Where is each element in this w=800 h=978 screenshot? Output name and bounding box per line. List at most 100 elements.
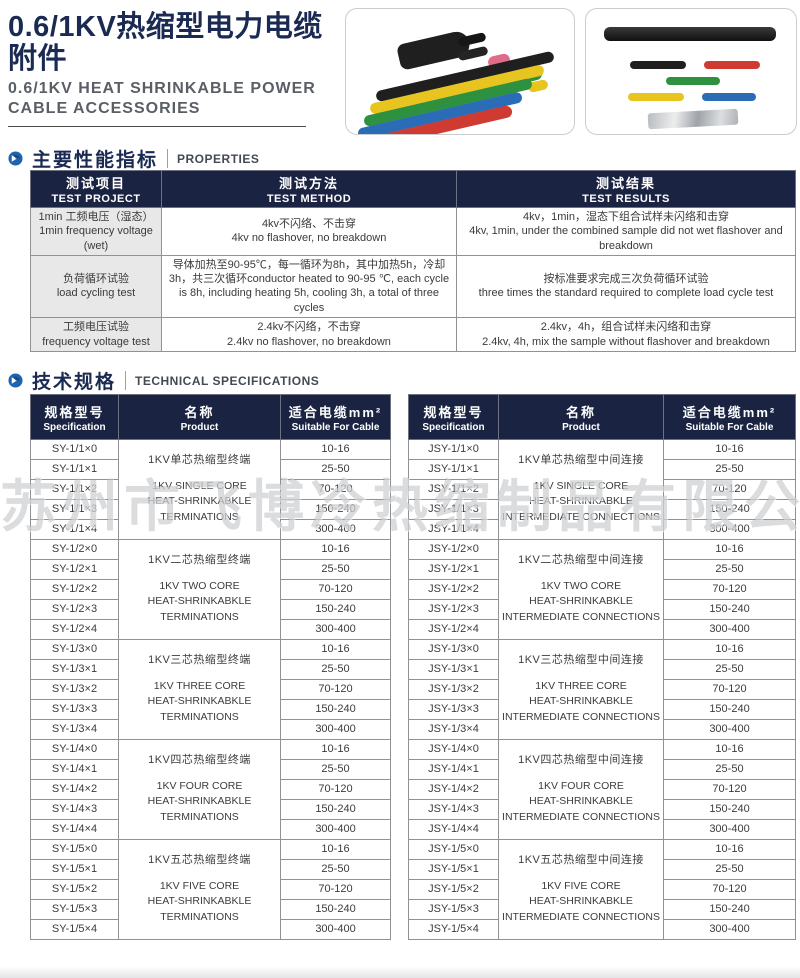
model-cell: SY-1/5×1 [30,859,119,880]
model-cell: SY-1/5×0 [30,839,119,860]
section-title-en: PROPERTIES [177,151,260,166]
model-cell: JSY-1/2×2 [408,579,499,600]
cable-size-cell: 25-50 [280,459,391,480]
model-cell: JSY-1/1×0 [408,439,499,460]
product-name-cn: 1KV单芯热缩型终端 [148,454,251,467]
spec-row: JSY-1/2×0 1KV二芯热缩型中间连接 1KV TWO CORE HEAT-SH… [408,539,796,640]
cable-size-cell: 150-240 [280,899,391,920]
model-cell: SY-1/1×4 [30,519,119,540]
model-cell: SY-1/4×3 [30,799,119,820]
model-cell: JSY-1/1×3 [408,499,499,520]
col-product: 名称 Product [118,394,281,440]
spec-row: SY-1/4×0 1KV四芯热缩型终端 1KV FOUR CORE HEAT-SHRI… [30,739,391,840]
spec-header-row: 规格型号 Specification 名称 Product 适合电缆mm² Su… [408,394,796,440]
product-cell: 1KV二芯热缩型中间连接 1KV TWO CORE HEAT-SHRINKABKLE… [498,539,664,640]
spec-row: SY-1/4×3 150-240 [30,799,391,820]
product-name-cn: 1KV二芯热缩型终端 [148,554,251,567]
spec-row: JSY-1/3×1 25-50 [408,659,796,680]
spec-row: SY-1/2×0 1KV二芯热缩型终端 1KV TWO CORE HEAT-SHRIN… [30,539,391,640]
cable-size-cell: 300-400 [663,519,796,540]
spec-row: JSY-1/5×1 25-50 [408,859,796,880]
model-cell: JSY-1/3×2 [408,679,499,700]
cable-size-cell: 150-240 [280,599,391,620]
product-name-cn: 1KV四芯热缩型终端 [148,754,251,767]
spec-row: SY-1/5×4 300-400 [30,919,391,940]
cable-size-cell: 25-50 [663,659,796,680]
model-cell: SY-1/2×4 [30,619,119,640]
cable-size-cell: 150-240 [280,799,391,820]
section-divider [125,371,127,390]
table-row: 负荷循环试验 load cycling test 导体加热至90-95℃，每一循… [30,254,796,319]
cable-size-cell: 70-120 [663,579,796,600]
cable-size-cell: 10-16 [280,639,391,660]
model-cell: JSY-1/1×2 [408,479,499,500]
cable-size-cell: 300-400 [663,719,796,740]
spec-table-terminations: 规格型号 Specification 名称 Product 适合电缆mm² Su… [30,394,391,940]
col-test-results: 测试结果 TEST RESULTS [456,170,796,208]
red-tube-small [704,61,760,69]
model-cell: JSY-1/5×0 [408,839,499,860]
product-cell: 1KV单芯热缩型中间连接 1KV SINGLE CORE HEAT-SHRINKAB… [498,439,664,540]
cable-size-cell: 150-240 [663,499,796,520]
cable-size-cell: 300-400 [280,919,391,940]
product-name-en: 1KV THREE CORE HEAT-SHRINKABKLE TERMINATIO… [147,680,252,723]
test-project-cell: 1min 工频电压（湿态） 1min frequency voltage (we… [30,207,162,256]
col-test-method: 测试方法 TEST METHOD [161,170,457,208]
section-specifications-header: 技术规格 TECHNICAL SPECIFICATIONS [8,367,319,394]
model-cell: JSY-1/2×1 [408,559,499,580]
spec-header-row: 规格型号 Specification 名称 Product 适合电缆mm² Su… [30,394,391,440]
yellow-tube-small [628,93,684,101]
model-cell: SY-1/5×4 [30,919,119,940]
blue-sphere-arrow-icon [8,373,23,388]
spec-row: SY-1/4×2 70-120 [30,779,391,800]
cable-size-cell: 300-400 [663,619,796,640]
test-method-cell: 4kv不闪络、不击穿 4kv no flashover, no breakdow… [161,207,457,256]
section-title-cn: 主要性能指标 [32,150,159,171]
col-test-project: 测试项目 TEST PROJECT [30,170,162,208]
model-cell: JSY-1/1×4 [408,519,499,540]
black-breakout-boot [395,29,473,71]
cable-size-cell: 70-120 [280,479,391,500]
test-method-cell: 导体加热至90-95℃，每一循环为8h，其中加热5h，冷却3h，共三次循环con… [161,254,457,319]
spec-row: SY-1/1×1 25-50 [30,459,391,480]
product-name-cn: 1KV五芯热缩型终端 [148,854,251,867]
cable-size-cell: 10-16 [663,539,796,560]
cable-size-cell: 10-16 [280,439,391,460]
page-title: 0.6/1KV热缩型电力电缆附件 [8,11,323,75]
model-cell: SY-1/1×0 [30,439,119,460]
large-black-tube [604,27,776,41]
model-cell: JSY-1/4×1 [408,759,499,780]
model-cell: JSY-1/3×4 [408,719,499,740]
cable-size-cell: 150-240 [280,699,391,720]
black-tube-small [630,61,686,69]
product-name-en: 1KV TWO CORE HEAT-SHRINKABKLE INTERMEDIATE… [502,580,660,623]
model-cell: JSY-1/3×1 [408,659,499,680]
cable-size-cell: 70-120 [280,879,391,900]
model-cell: JSY-1/5×2 [408,879,499,900]
spec-row: SY-1/3×0 1KV三芯热缩型终端 1KV THREE CORE HEAT-SHR… [30,639,391,740]
test-project-cell: 工频电压试验 frequency voltage test [30,317,162,353]
model-cell: SY-1/2×1 [30,559,119,580]
cable-size-cell: 70-120 [663,679,796,700]
product-name-cn: 1KV四芯热缩型中间连接 [518,754,644,767]
cable-size-cell: 25-50 [280,559,391,580]
model-cell: JSY-1/3×0 [408,639,499,660]
spec-row: JSY-1/3×0 1KV三芯热缩型中间连接 1KV THREE CORE HEAT-… [408,639,796,740]
product-name-cn: 1KV三芯热缩型中间连接 [518,654,644,667]
product-name-cn: 1KV五芯热缩型中间连接 [518,854,644,867]
test-results-cell: 2.4kv，4h，组合试样未闪络和击穿 2.4kv, 4h, mix the s… [456,317,796,353]
product-name-en: 1KV THREE CORE HEAT-SHRINKABKLE INTERMEDIA… [502,680,660,723]
model-cell: SY-1/4×4 [30,819,119,840]
model-cell: SY-1/2×2 [30,579,119,600]
cable-size-cell: 10-16 [663,639,796,660]
spec-row: SY-1/2×2 70-120 [30,579,391,600]
model-cell: SY-1/3×4 [30,719,119,740]
spec-row: SY-1/5×3 150-240 [30,899,391,920]
spec-row: JSY-1/2×1 25-50 [408,559,796,580]
spec-row: JSY-1/5×3 150-240 [408,899,796,920]
cable-size-cell: 10-16 [280,539,391,560]
product-cell: 1KV单芯热缩型终端 1KV SINGLE CORE HEAT-SHRINKABKL… [118,439,281,540]
cable-size-cell: 10-16 [663,739,796,760]
cable-size-cell: 70-120 [663,879,796,900]
model-cell: JSY-1/2×4 [408,619,499,640]
